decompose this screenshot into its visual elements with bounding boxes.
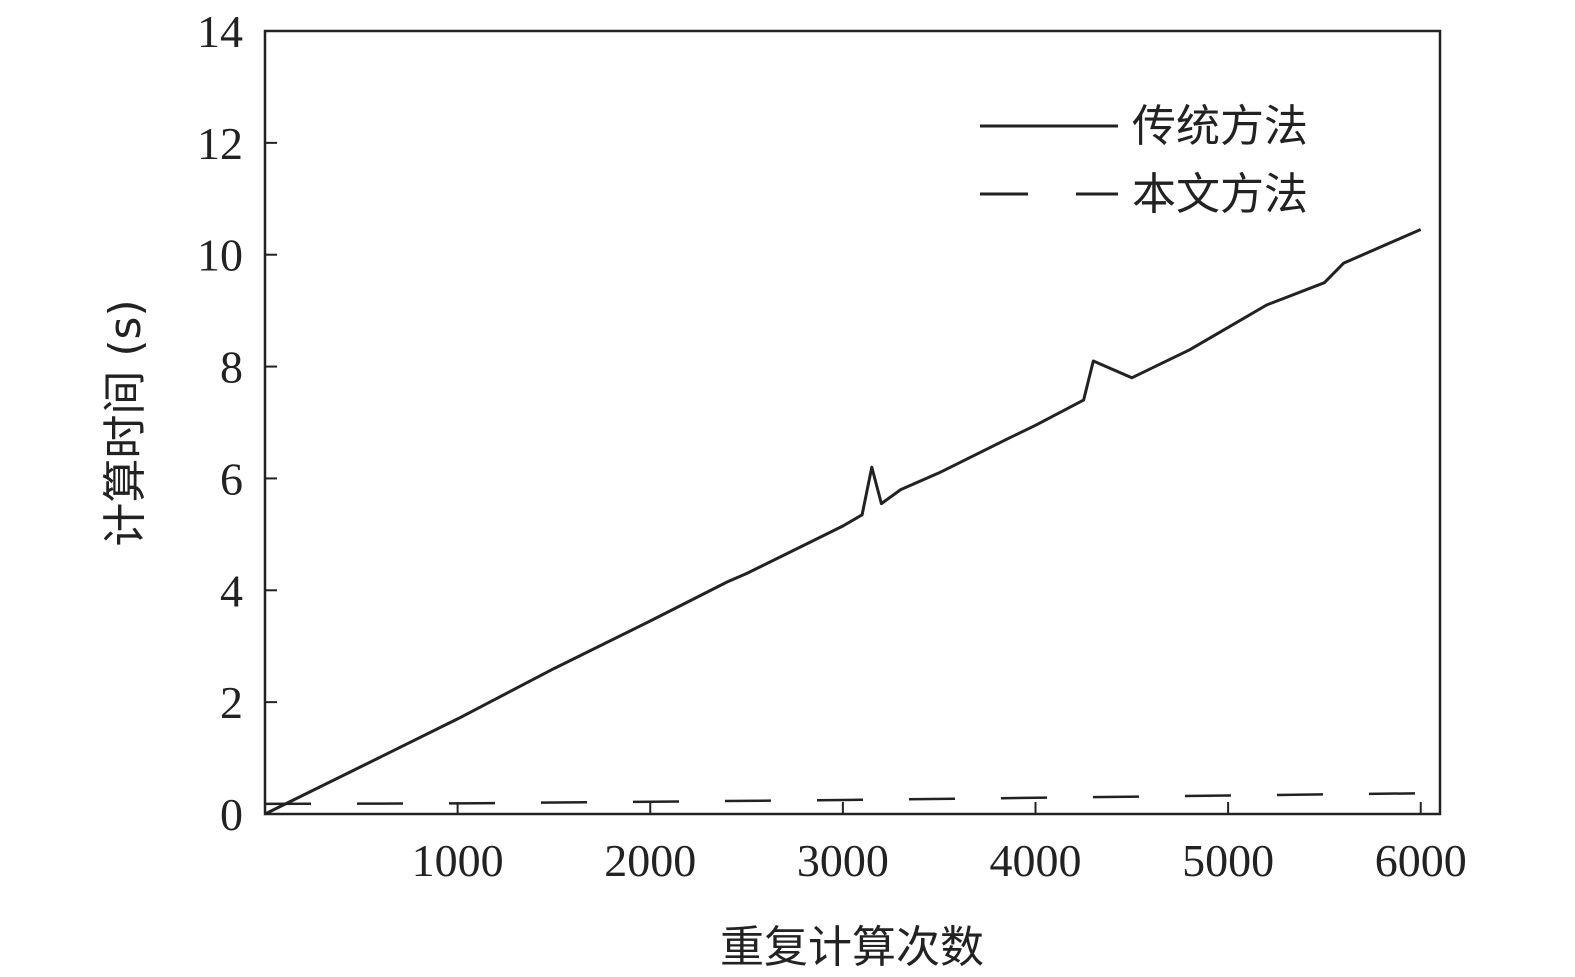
x-tick-label: 5000 [1182,835,1274,886]
series-line-traditional-method [264,228,1422,816]
x-axis-ticks: 1000 2000 3000 4000 5000 6000 [412,802,1467,886]
x-tick-label: 1000 [412,835,504,886]
y-tick-label: 0 [220,789,243,840]
y-tick-label: 14 [197,6,243,57]
legend: 传统方法 本文方法 [980,101,1308,220]
x-tick-label: 2000 [604,835,696,886]
y-tick-label: 8 [220,342,243,393]
x-axis-title: 重复计算次数 [720,922,984,973]
y-tick-label: 10 [197,230,243,281]
y-axis-ticks: 0 2 4 6 8 10 12 14 [197,6,277,840]
series-line-this-method [264,792,1421,806]
y-tick-label: 6 [220,453,243,504]
series-layer [264,228,1422,816]
y-tick-label: 12 [197,118,243,169]
plot-frame [263,29,1442,816]
y-axis-title: 计算时间 (s) [100,299,151,546]
y-tick-label: 2 [220,677,243,728]
legend-label-this-method: 本文方法 [1132,169,1308,220]
x-tick-label: 3000 [797,835,889,886]
y-tick-label: 4 [220,565,243,616]
x-tick-label: 4000 [989,835,1081,886]
x-tick-label: 6000 [1375,835,1467,886]
legend-label-traditional-method: 传统方法 [1132,101,1308,152]
